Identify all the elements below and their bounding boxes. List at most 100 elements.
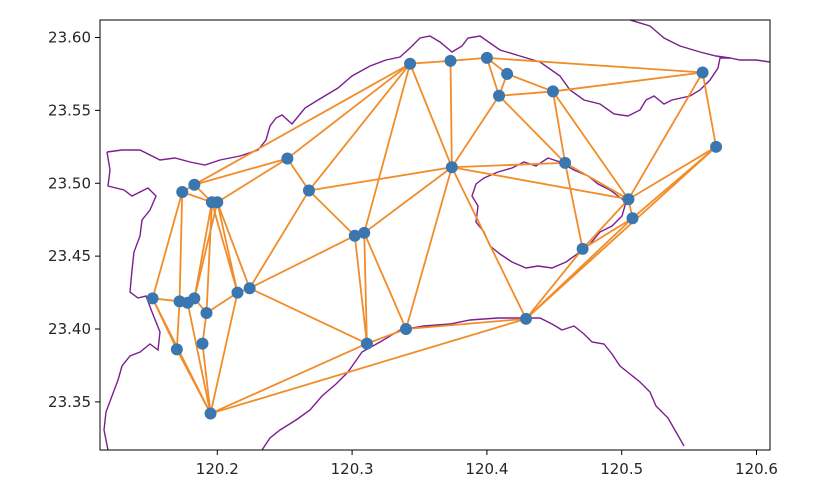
station-point (445, 161, 458, 174)
station-point (348, 229, 361, 242)
triangulation-edge (627, 72, 704, 200)
triangulation-edge (286, 157, 310, 192)
triangulation-edge (193, 201, 219, 299)
station-point (696, 66, 709, 79)
plot-frame (99, 19, 771, 451)
coastline-boundary-northeast (629, 20, 731, 59)
triangulation-edge (498, 95, 566, 164)
triangulation-edge (186, 302, 212, 414)
triangulation-edge (216, 202, 239, 293)
triangulation-edge (249, 287, 368, 345)
triangulation-edge (175, 301, 181, 350)
station-point (196, 337, 209, 350)
station-point (211, 196, 224, 209)
coastline-boundary-south (261, 317, 685, 450)
y-tick-label: 23.50 (48, 174, 91, 192)
coastline-boundary-west (106, 35, 770, 166)
triangulation-edge (451, 95, 500, 168)
triangulation-edge (582, 217, 633, 250)
triangulation-edge (564, 162, 584, 250)
triangulation-edge (216, 201, 251, 289)
station-point (576, 242, 589, 255)
station-point (146, 292, 159, 305)
triangulation-edge (363, 232, 407, 330)
station-point (281, 152, 294, 165)
triangulation-edge (451, 161, 566, 169)
triangulation-edge (308, 189, 356, 237)
y-tick-label: 23.55 (48, 101, 91, 119)
triangulation-edge (210, 342, 368, 415)
triangulation-edge (176, 349, 212, 414)
station-point (204, 407, 217, 420)
station-point (400, 323, 413, 336)
triangulation-edge (701, 72, 717, 147)
triangulation-edge (206, 291, 238, 314)
triangulation-edge (308, 166, 452, 192)
station-point (546, 85, 559, 98)
station-point (480, 51, 493, 64)
triangulation-edge (631, 146, 717, 219)
station-point (200, 306, 213, 319)
triangulation-edge (216, 157, 288, 203)
triangulation-edge (552, 90, 630, 200)
triangulation-edge (409, 59, 451, 65)
triangulation-edge (405, 317, 527, 330)
triangulation-edge (205, 202, 213, 314)
triangulation-edge (486, 57, 703, 74)
triangulation-edge (194, 157, 288, 186)
y-tick-label: 23.45 (48, 247, 91, 265)
triangulation-edge (363, 232, 368, 344)
triangulation-edges (151, 57, 717, 415)
triangulation-edge (564, 162, 629, 201)
triangulation-edge (486, 57, 500, 97)
triangulation-edge (366, 328, 407, 345)
x-axis: 120.2 120.3 120.4 120.5 120.6 (196, 450, 778, 478)
station-point (302, 184, 315, 197)
triangulation-edge (353, 235, 368, 344)
triangulation-edge (249, 234, 356, 290)
triangulation-edge (506, 73, 554, 93)
y-axis: 23.35 23.40 23.45 23.50 23.55 23.60 (48, 28, 100, 411)
x-tick-label: 120.3 (331, 460, 374, 478)
triangulation-edge (405, 166, 453, 330)
station-point (710, 140, 723, 153)
station-point (188, 178, 201, 191)
triangulation-edge (201, 343, 212, 414)
station-point (188, 292, 201, 305)
station-point (358, 226, 371, 239)
station-point (176, 186, 189, 198)
station-point (444, 54, 457, 67)
triangulation-edge (193, 62, 411, 186)
triangulation-edge (525, 146, 717, 320)
triangulation-edge (498, 90, 554, 97)
triangulation-edge (451, 166, 527, 320)
triangulation-edge (552, 71, 703, 93)
triangulation-edge (363, 166, 453, 234)
station-point (519, 312, 532, 325)
triangulation-edge (451, 166, 629, 201)
station-points (146, 51, 723, 420)
triangulation-edge (286, 63, 411, 160)
triangulation-edge (210, 317, 527, 415)
x-tick-label: 120.5 (600, 460, 643, 478)
x-tick-label: 120.2 (196, 460, 239, 478)
y-tick-label: 23.40 (48, 320, 91, 338)
station-point (626, 212, 639, 225)
station-point (243, 282, 256, 295)
triangulation-edge (151, 191, 184, 299)
triangulation-edge (363, 63, 411, 234)
station-point (493, 89, 506, 102)
triangulation-edge (525, 248, 584, 320)
triangulation-edge (449, 60, 453, 168)
x-tick-label: 120.6 (735, 460, 778, 478)
triangulation-edge (209, 292, 239, 414)
station-point (170, 343, 183, 356)
x-tick-label: 120.4 (465, 460, 508, 478)
station-point (559, 156, 572, 169)
triangulation-edge (627, 146, 717, 201)
station-point (404, 57, 417, 70)
y-tick-label: 23.60 (48, 28, 91, 46)
y-tick-label: 23.35 (48, 393, 91, 411)
station-point (622, 193, 635, 206)
